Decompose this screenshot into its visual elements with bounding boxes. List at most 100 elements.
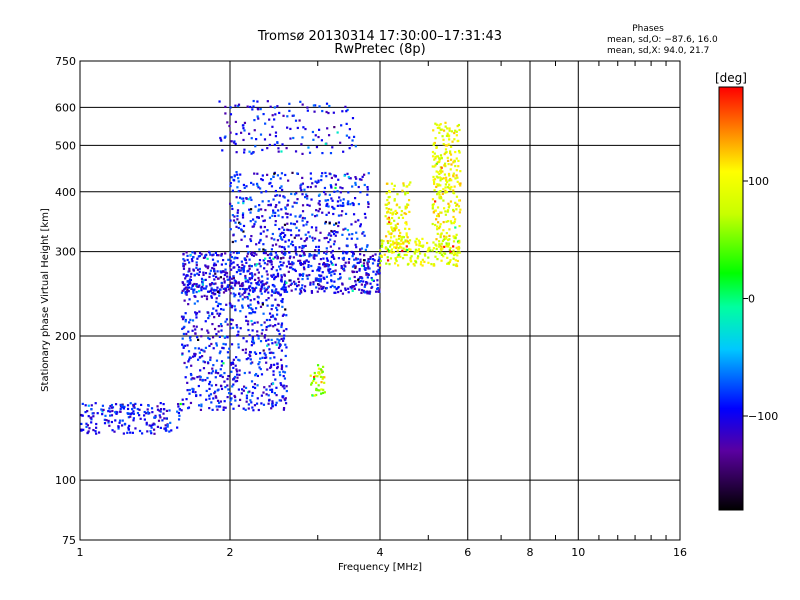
data-point — [416, 257, 419, 260]
data-point — [283, 290, 286, 293]
data-point — [446, 132, 449, 135]
data-point — [455, 134, 458, 137]
data-point — [309, 281, 312, 284]
data-point — [275, 401, 278, 404]
data-point — [243, 257, 246, 260]
data-point — [296, 126, 299, 130]
data-point — [402, 247, 405, 250]
data-point — [252, 183, 255, 186]
data-point — [431, 150, 435, 154]
grid-lines — [80, 61, 680, 540]
data-point — [224, 135, 227, 138]
data-point — [369, 282, 372, 285]
data-point — [358, 178, 362, 181]
data-point — [449, 150, 452, 153]
data-point — [402, 182, 405, 185]
data-point — [241, 293, 244, 296]
data-point — [194, 332, 197, 335]
data-point — [188, 261, 191, 264]
data-point — [231, 214, 234, 217]
data-point — [250, 344, 253, 347]
data-point — [271, 244, 274, 247]
data-point — [242, 407, 245, 410]
data-point — [394, 209, 397, 213]
data-point — [164, 427, 167, 430]
data-point — [224, 343, 227, 346]
data-point — [235, 281, 238, 285]
data-point — [276, 174, 280, 177]
data-point — [351, 117, 355, 120]
data-point — [399, 242, 402, 245]
data-point — [354, 266, 357, 270]
data-point — [253, 273, 257, 276]
data-point — [433, 178, 437, 181]
data-point — [372, 258, 375, 261]
data-point — [260, 281, 263, 284]
data-point — [439, 251, 442, 255]
data-point — [197, 338, 200, 341]
data-point — [314, 374, 317, 377]
data-point — [86, 431, 89, 435]
data-point — [376, 279, 379, 282]
data-point — [216, 286, 219, 289]
data-point — [230, 204, 233, 208]
data-point — [444, 210, 447, 213]
data-point — [208, 272, 211, 275]
data-point — [333, 272, 336, 275]
data-point — [202, 287, 205, 290]
data-point — [303, 188, 306, 191]
data-point — [262, 403, 266, 406]
data-point — [223, 400, 226, 403]
data-point — [341, 204, 344, 208]
data-point — [113, 430, 116, 433]
data-point — [244, 276, 247, 279]
data-point — [248, 294, 251, 297]
data-point — [399, 255, 402, 258]
data-point — [246, 105, 249, 108]
data-point — [233, 394, 236, 398]
data-point — [282, 408, 286, 411]
data-point — [351, 285, 354, 288]
data-point — [236, 376, 239, 379]
data-point — [200, 403, 203, 406]
data-point — [178, 408, 182, 411]
data-point — [243, 148, 246, 151]
data-point — [280, 324, 283, 327]
data-point — [195, 316, 198, 319]
data-point — [352, 213, 356, 216]
data-point — [97, 431, 101, 434]
data-point — [261, 200, 264, 203]
data-point — [188, 298, 191, 301]
data-point — [330, 262, 333, 265]
data-point — [284, 207, 288, 211]
data-point — [243, 235, 246, 238]
data-point — [408, 183, 411, 186]
data-point — [452, 263, 455, 266]
data-point — [192, 256, 195, 259]
data-point — [400, 246, 403, 249]
data-point — [203, 294, 206, 297]
data-point — [333, 126, 336, 129]
data-point — [256, 100, 259, 103]
data-point — [454, 253, 457, 256]
data-point — [259, 265, 262, 268]
data-point — [454, 177, 457, 180]
data-point — [375, 270, 378, 273]
data-point — [230, 277, 234, 280]
data-point — [305, 259, 308, 262]
data-point — [270, 253, 273, 256]
data-point — [348, 233, 351, 236]
data-point — [433, 182, 436, 185]
data-point — [377, 270, 380, 274]
data-point — [257, 334, 260, 338]
data-point — [281, 188, 284, 192]
data-point — [363, 291, 367, 294]
data-point — [282, 370, 285, 373]
data-point — [212, 397, 215, 400]
data-point — [245, 261, 248, 264]
data-point — [183, 287, 186, 290]
data-point — [210, 296, 214, 299]
data-point — [274, 220, 277, 223]
data-point — [438, 193, 441, 196]
data-point — [283, 251, 286, 254]
